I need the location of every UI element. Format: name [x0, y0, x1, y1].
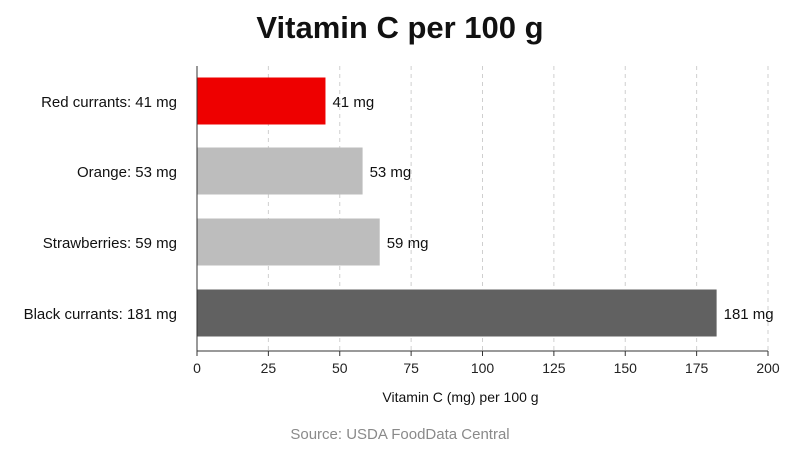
- x-tick-label: 50: [332, 360, 348, 376]
- x-tick-label: 25: [261, 360, 277, 376]
- source-note: Source: USDA FoodData Central: [290, 426, 510, 443]
- x-tick-label: 125: [542, 360, 566, 376]
- x-tick-label: 200: [756, 360, 780, 376]
- bar: [197, 218, 380, 266]
- category-label: Black currants: 181 mg: [24, 306, 177, 323]
- category-label: Orange: 53 mg: [77, 164, 177, 181]
- category-label: Strawberries: 59 mg: [43, 235, 177, 252]
- value-label: 41 mg: [332, 94, 374, 111]
- category-label: Red currants: 41 mg: [41, 94, 177, 111]
- bar: [197, 147, 363, 195]
- value-label: 59 mg: [387, 235, 429, 252]
- bar: [197, 77, 326, 125]
- value-label: 181 mg: [724, 306, 774, 323]
- chart-title: Vitamin C per 100 g: [256, 10, 544, 45]
- x-axis-label: Vitamin C (mg) per 100 g: [382, 389, 538, 405]
- x-tick-label: 150: [614, 360, 638, 376]
- x-tick-label: 75: [403, 360, 419, 376]
- value-label: 53 mg: [370, 164, 412, 181]
- x-tick-label: 100: [471, 360, 495, 376]
- x-tick-label: 0: [193, 360, 201, 376]
- bar: [197, 289, 717, 337]
- x-tick-label: 175: [685, 360, 709, 376]
